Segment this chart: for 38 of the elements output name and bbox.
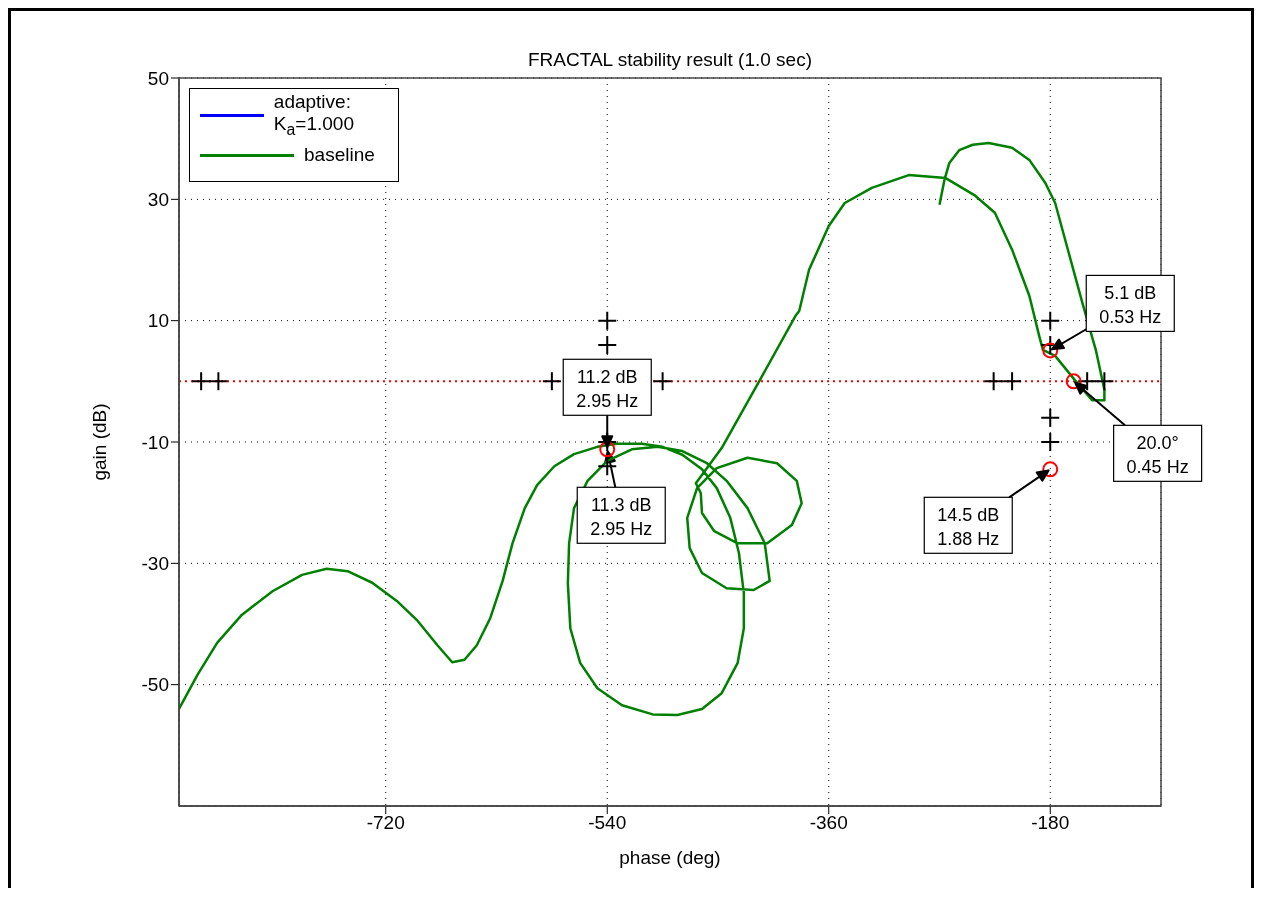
y-tick-label: -10 — [141, 431, 169, 453]
x-tick-label: -720 — [366, 812, 405, 834]
y-tick-label: 50 — [147, 67, 169, 89]
annotation: 11.3 dB 2.95 Hz — [590, 495, 653, 540]
point — [1002, 371, 1023, 392]
point — [597, 310, 618, 331]
x-axis-title: phase (deg) — [619, 847, 721, 868]
point — [1077, 371, 1098, 392]
y-axis-title: gain (dB) — [88, 403, 110, 481]
point — [599, 441, 616, 458]
point — [1040, 310, 1061, 331]
point — [1040, 407, 1061, 428]
point — [983, 371, 1004, 392]
annotation: 20.0° 0.45 Hz — [1126, 433, 1189, 478]
y-tick-label: -30 — [141, 553, 169, 575]
point — [1094, 371, 1115, 392]
legend-label: adaptive: K$_{a}$=1.000 — [273, 91, 355, 139]
x-tick-label: -180 — [1031, 812, 1070, 834]
point — [208, 371, 229, 392]
chart-title: FRACTAL stability result (1.0 sec) — [527, 49, 813, 71]
point — [652, 371, 673, 392]
x-tick-label: -540 — [588, 812, 627, 834]
y-tick-label: 30 — [147, 189, 169, 211]
point — [597, 456, 618, 477]
annotation: 5.1 dB 0.53 Hz — [1099, 283, 1162, 328]
annotation: 11.2 dB 2.95 Hz — [576, 367, 639, 412]
point — [1042, 342, 1059, 359]
point — [541, 371, 562, 392]
point — [1042, 461, 1059, 478]
legend-label: baseline — [304, 144, 375, 166]
point — [1065, 373, 1082, 390]
y-tick-label: 10 — [147, 310, 169, 332]
y-tick-label: -50 — [141, 674, 169, 696]
point — [191, 371, 212, 392]
point — [1040, 432, 1061, 452]
annotation: 14.5 dB 1.88 Hz — [937, 505, 1000, 550]
point — [597, 334, 618, 355]
x-tick-label: -360 — [809, 812, 848, 834]
